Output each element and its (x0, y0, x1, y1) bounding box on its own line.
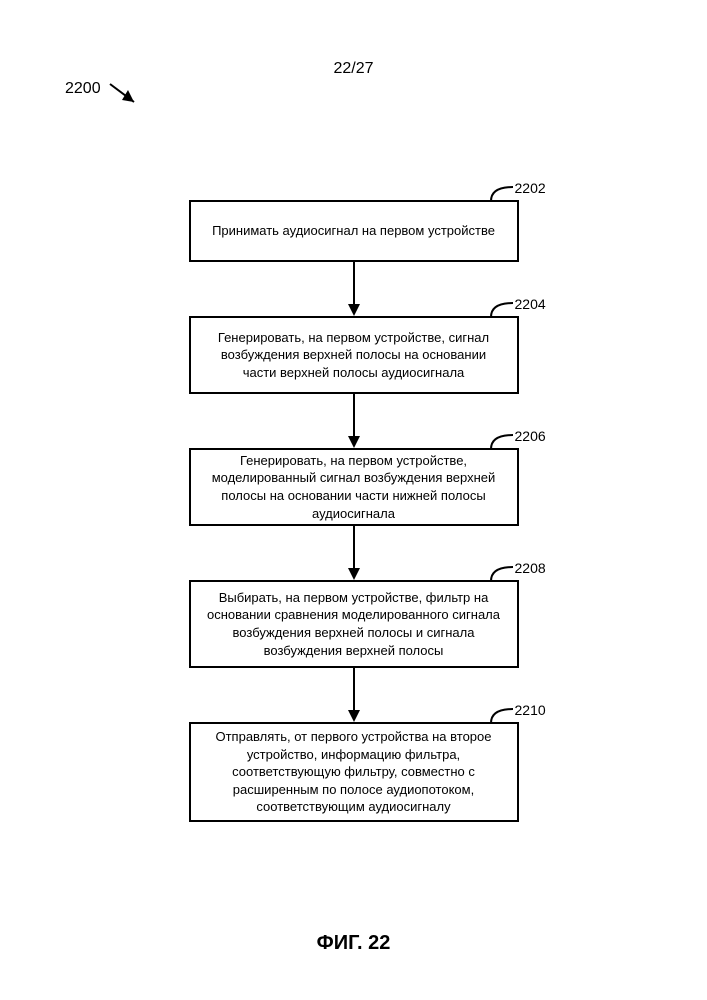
flow-node: 2208Выбирать, на первом устройстве, филь… (0, 580, 707, 668)
ref-number: 2202 (515, 180, 546, 196)
page: 22/27 2200 2202Принимать аудиосигнал на … (0, 0, 707, 1000)
figure-ref-top-label: 2200 (65, 80, 101, 98)
flowchart: 2202Принимать аудиосигнал на первом устр… (0, 200, 707, 822)
flow-node: 2204Генерировать, на первом устройстве, … (0, 316, 707, 394)
page-number: 22/27 (0, 60, 707, 78)
process-box: Генерировать, на первом устройстве, моде… (189, 448, 519, 526)
process-box: Принимать аудиосигнал на первом устройст… (189, 200, 519, 262)
process-box: Генерировать, на первом устройстве, сигн… (189, 316, 519, 394)
process-box: Выбирать, на первом устройстве, фильтр н… (189, 580, 519, 668)
connector-arrow-icon (0, 668, 707, 722)
ref-number: 2208 (515, 560, 546, 576)
flow-node: 2202Принимать аудиосигнал на первом устр… (0, 200, 707, 262)
ref-number: 2206 (515, 428, 546, 444)
flow-node: 2206Генерировать, на первом устройстве, … (0, 448, 707, 526)
connector-arrow-icon (0, 262, 707, 316)
flow-node: 2210Отправлять, от первого устройства на… (0, 722, 707, 822)
connector-arrow-icon (0, 526, 707, 580)
figure-ref-arrow-icon (108, 80, 158, 120)
ref-number: 2210 (515, 702, 546, 718)
ref-number: 2204 (515, 296, 546, 312)
process-box: Отправлять, от первого устройства на вто… (189, 722, 519, 822)
figure-caption: ФИГ. 22 (0, 932, 707, 955)
connector-arrow-icon (0, 394, 707, 448)
